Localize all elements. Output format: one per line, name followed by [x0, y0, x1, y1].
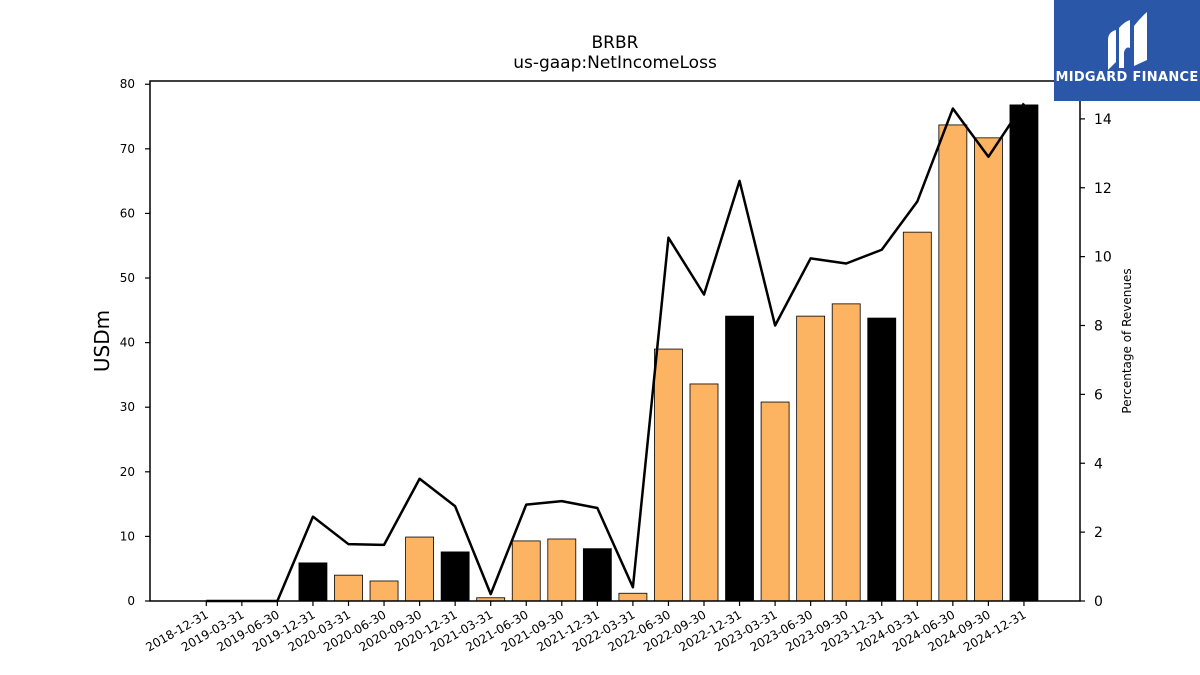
percentage-line — [206, 102, 1025, 603]
bar-2022-06-30 — [654, 348, 683, 602]
bar-2019-12-31 — [298, 562, 328, 602]
right-axis-ticks: 0 2 4 6 8 10 12 14 — [1080, 112, 1112, 610]
bar-2024-03-31 — [902, 231, 932, 602]
bar-2021-06-30 — [511, 540, 541, 602]
bar-2023-03-31 — [760, 401, 790, 602]
logo-background — [1054, 0, 1200, 101]
right-axis-label: Percentage of Revenues — [1120, 268, 1134, 413]
bar-series — [298, 104, 1039, 602]
midgard-logo-icon — [1108, 12, 1147, 70]
bar-2020-12-31 — [440, 551, 470, 602]
y-tick-label: 80 — [120, 77, 135, 91]
bar-2022-09-30 — [689, 383, 719, 602]
y-tick-label: 20 — [120, 465, 135, 479]
y2-tick-label: 14 — [1094, 112, 1112, 128]
left-axis-label: USDm — [90, 310, 114, 372]
bar-2023-09-30 — [831, 303, 861, 602]
y-tick-label: 70 — [120, 142, 135, 156]
bar-2020-06-30 — [369, 580, 399, 602]
y-tick-label: 10 — [120, 529, 135, 543]
bar-2022-03-31 — [618, 592, 648, 602]
y-tick-label: 30 — [120, 400, 135, 414]
bar-2023-12-31 — [867, 317, 897, 602]
x-axis-ticks: 2018-12-312019-03-312019-06-302019-12-31… — [143, 601, 1028, 654]
y-tick-label: 50 — [120, 271, 135, 285]
y2-tick-label: 8 — [1094, 319, 1103, 335]
bar-2024-12-31 — [1009, 104, 1039, 602]
bar-2024-09-30 — [974, 137, 1003, 602]
y-tick-label: 60 — [120, 206, 135, 220]
y-tick-label: 40 — [120, 336, 135, 350]
chart-subtitle: us-gaap:NetIncomeLoss — [513, 53, 717, 73]
left-axis-ticks: 0 10 20 30 40 50 60 70 80 — [120, 77, 150, 608]
brand-logo: MIDGARD FINANCE — [1054, 0, 1200, 101]
bar-2024-06-30 — [938, 124, 968, 602]
y2-tick-label: 4 — [1094, 456, 1103, 472]
y2-tick-label: 6 — [1094, 387, 1103, 403]
chart-title: BRBR — [592, 33, 639, 53]
y-tick-label: 0 — [127, 594, 135, 608]
y2-tick-label: 0 — [1094, 594, 1103, 610]
plot-frame — [149, 80, 1081, 602]
bar-2021-09-30 — [547, 538, 577, 602]
bar-2022-12-31 — [725, 315, 754, 602]
y2-tick-label: 12 — [1094, 181, 1112, 197]
bar-2020-03-31 — [334, 574, 363, 602]
y2-tick-label: 10 — [1094, 250, 1112, 266]
bar-2023-06-30 — [796, 315, 826, 602]
logo-text: MIDGARD FINANCE — [1055, 70, 1198, 85]
bar-2021-12-31 — [582, 548, 612, 602]
bar-2020-09-30 — [405, 536, 435, 602]
y2-tick-label: 2 — [1094, 525, 1103, 541]
